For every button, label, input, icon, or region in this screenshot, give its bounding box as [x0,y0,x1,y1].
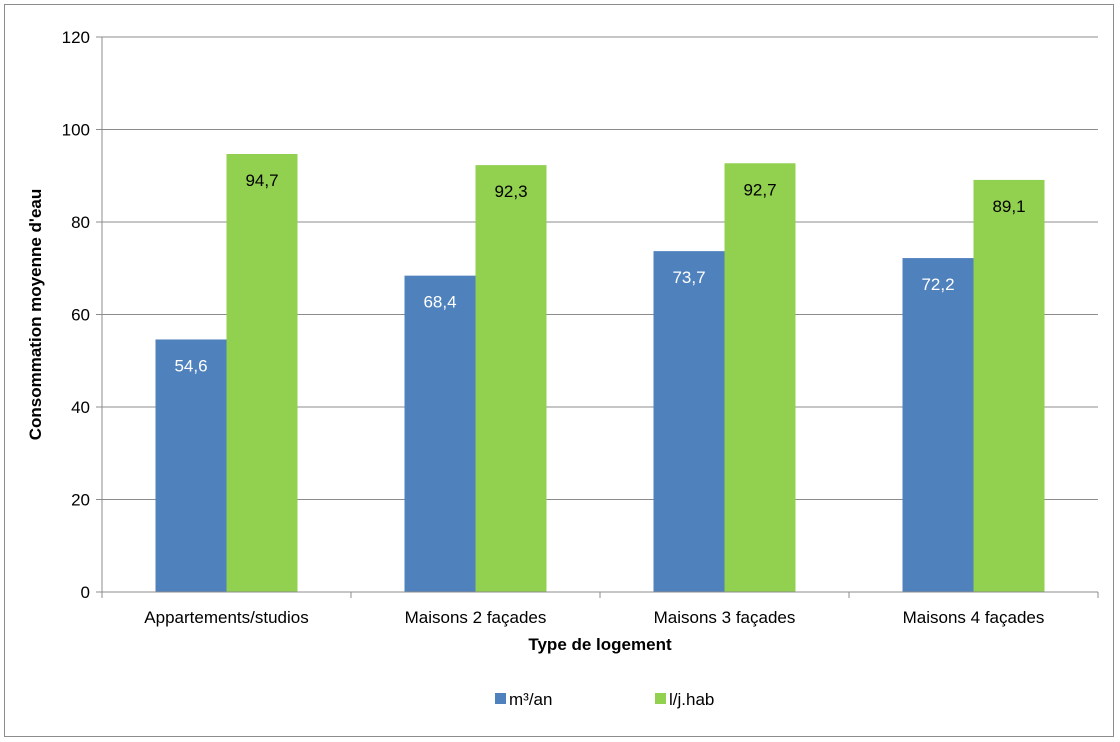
bar-l-j-hab [226,154,298,592]
x-tick-label: Maisons 4 façades [903,608,1045,627]
bar-m3-an [155,339,227,592]
data-label: 73,7 [672,268,705,287]
legend: m³/an l/j.hab [495,690,714,709]
legend-swatch [655,693,666,704]
data-label: 92,7 [743,180,776,199]
data-label: 72,2 [921,275,954,294]
bar-l-j-hab [475,165,547,593]
y-tick-label: 40 [71,398,90,417]
bar-m3-an [902,258,974,592]
data-label: 94,7 [245,171,278,190]
data-label: 89,1 [992,197,1025,216]
data-labels: 54,6 94,7 68,4 92,3 73,7 92,7 72,2 89,1 [174,171,1025,375]
y-tick-label: 0 [81,583,90,602]
bar-l-j-hab [724,163,796,592]
legend-item: l/j.hab [655,690,714,709]
x-axis-ticks: Appartements/studios Maisons 2 façades Mai… [101,592,1099,627]
legend-label: m³/an [509,690,552,709]
y-axis-title: Consommation moyenne d'eau [26,189,45,441]
bar-l-j-hab [973,179,1045,592]
y-tick-label: 100 [62,121,90,140]
y-tick-label: 120 [62,28,90,47]
data-label: 92,3 [494,182,527,201]
y-tick-label: 60 [71,306,90,325]
x-axis-title: Type de logement [528,635,672,654]
x-tick-label: Maisons 3 façades [654,608,796,627]
y-tick-label: 80 [71,213,90,232]
data-label: 68,4 [423,293,456,312]
x-tick-label: Maisons 2 façades [405,608,547,627]
bars [155,154,1045,593]
legend-label: l/j.hab [669,690,714,709]
legend-item: m³/an [495,690,552,709]
y-tick-label: 20 [71,491,90,510]
y-axis-ticks: 0 20 40 60 80 100 120 [62,28,102,602]
x-tick-label: Appartements/studios [144,608,308,627]
legend-swatch [495,693,506,704]
bar-m3-an [653,251,725,592]
data-label: 54,6 [174,356,207,375]
bar-m3-an [404,275,476,592]
